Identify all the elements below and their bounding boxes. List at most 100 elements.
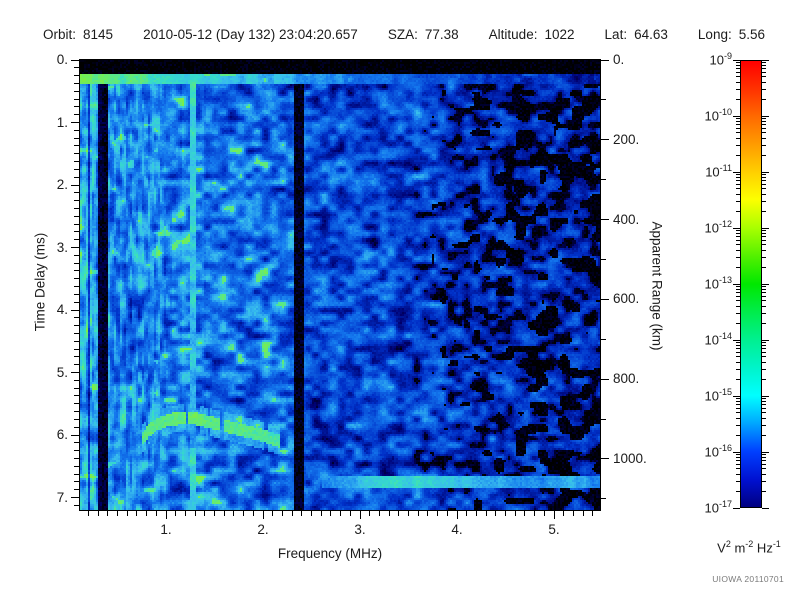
colorbar-minor-tick xyxy=(762,127,766,129)
colorbar-minor-tick xyxy=(762,120,766,122)
right-axis-tick-label: 0. xyxy=(613,52,625,67)
colorbar-minor-tick xyxy=(762,295,766,297)
colorbar-tick-label: 10-9 xyxy=(709,51,732,68)
colorbar-major-tick xyxy=(762,283,769,285)
colorbar-minor-tick xyxy=(762,183,766,185)
right-axis-major-tick xyxy=(601,59,609,61)
colorbar-minor-tick xyxy=(762,144,766,146)
left-axis-minor-tick xyxy=(74,192,79,194)
x-axis-minor-tick xyxy=(514,511,516,516)
x-axis-minor-tick xyxy=(582,511,584,516)
colorbar-minor-tick xyxy=(762,460,766,462)
colorbar-minor-tick xyxy=(762,424,766,426)
colorbar-minor-tick xyxy=(762,236,766,238)
orbit-label: Orbit: xyxy=(43,27,77,42)
x-axis-minor-tick xyxy=(485,511,487,516)
colorbar-minor-tick xyxy=(762,200,766,202)
left-axis-minor-tick xyxy=(74,239,79,241)
unit-exponent: -2 xyxy=(745,539,754,549)
x-axis-minor-tick xyxy=(408,511,410,516)
colorbar-minor-tick xyxy=(762,351,766,353)
right-axis-minor-tick xyxy=(601,258,606,260)
colorbar-minor-tick xyxy=(762,239,766,241)
left-axis-minor-tick xyxy=(74,379,79,381)
right-axis-tick-label: 800. xyxy=(613,371,640,387)
left-axis-major-tick xyxy=(71,184,79,186)
altitude-value: 1022 xyxy=(544,27,575,42)
header-field-altitude: Altitude: 1022 xyxy=(489,27,575,42)
left-axis-major-tick xyxy=(71,59,79,61)
colorbar-minor-tick xyxy=(762,137,766,139)
x-axis-minor-tick xyxy=(437,511,439,516)
colorbar-minor-tick xyxy=(762,356,766,358)
header-field-lat: Lat: 64.63 xyxy=(605,27,668,42)
colorbar-minor-tick xyxy=(762,244,766,246)
colorbar-tick-label: 10-11 xyxy=(705,163,732,180)
header-metadata: Orbit: 8145 2010-05-12 (Day 132) 23:04:20… xyxy=(43,27,765,42)
left-axis-minor-tick xyxy=(74,340,79,342)
colorbar-minor-tick xyxy=(762,193,766,195)
left-axis-minor-tick xyxy=(74,481,79,483)
lat-value: 64.63 xyxy=(634,27,668,42)
colorbar-major-tick xyxy=(762,451,769,453)
sza-value: 77.38 xyxy=(424,27,459,42)
left-axis-minor-tick xyxy=(74,348,79,350)
left-axis-minor-tick xyxy=(74,403,79,405)
spectrogram-canvas xyxy=(80,60,600,510)
left-axis-tick-label: 7. xyxy=(56,489,68,505)
header-field-long: Long: 5.56 xyxy=(698,27,765,42)
colorbar-minor-tick xyxy=(762,400,766,402)
right-axis-tick-label: 200. xyxy=(613,131,640,147)
x-axis-minor-tick xyxy=(243,511,245,516)
right-axis-major-tick xyxy=(601,139,609,141)
right-axis-major-tick xyxy=(601,219,609,221)
left-axis-minor-tick xyxy=(74,75,79,77)
left-axis-minor-tick xyxy=(74,82,79,84)
colorbar-minor-tick xyxy=(762,154,766,156)
colorbar-exponent: -15 xyxy=(718,387,732,397)
colorbar-major-tick xyxy=(733,507,740,509)
colorbar-exponent: -17 xyxy=(718,499,732,509)
colorbar-exponent: -14 xyxy=(718,331,732,341)
unit-exponent: 2 xyxy=(725,539,731,549)
colorbar-major-tick xyxy=(762,115,769,117)
colorbar-tick-label: 10-14 xyxy=(704,331,732,348)
left-axis-tick-label: 5. xyxy=(56,364,68,380)
x-axis-minor-tick xyxy=(369,511,371,516)
colorbar-minor-tick xyxy=(762,344,766,346)
x-axis-minor-tick xyxy=(175,511,177,516)
colorbar-unit-label: V2 m-2 Hz-1 xyxy=(717,539,781,556)
sza-label: SZA: xyxy=(387,27,418,42)
colorbar-major-tick xyxy=(733,115,740,117)
colorbar-exponent: -11 xyxy=(719,163,732,173)
x-axis-minor-tick xyxy=(572,511,574,516)
x-axis-minor-tick xyxy=(155,511,157,516)
colorbar-major-tick xyxy=(733,59,740,61)
x-axis-minor-tick xyxy=(320,511,322,516)
left-axis-minor-tick xyxy=(74,231,79,233)
colorbar-major-tick xyxy=(733,227,740,229)
x-axis-minor-tick xyxy=(330,511,332,516)
left-axis-minor-tick xyxy=(74,293,79,295)
x-axis-minor-tick xyxy=(97,511,99,516)
left-axis-major-tick xyxy=(71,497,79,498)
colorbar-major-tick xyxy=(762,171,769,173)
x-axis-minor-tick xyxy=(204,511,206,516)
left-axis-minor-tick xyxy=(74,325,79,327)
orbit-value: 8145 xyxy=(83,27,114,42)
header-field-orbit: Orbit: 8145 xyxy=(43,27,113,42)
colorbar-major-tick xyxy=(733,171,740,173)
right-axis-major-tick xyxy=(601,458,609,460)
datetime-value: 2010-05-12 (Day 132) 23:04:20.657 xyxy=(143,27,358,42)
x-axis-minor-tick xyxy=(543,511,545,516)
colorbar-minor-tick xyxy=(762,404,766,406)
x-axis-tick-label: 5. xyxy=(548,522,560,537)
x-axis-tick-label: 2. xyxy=(257,522,269,537)
left-axis-minor-tick xyxy=(74,356,79,358)
colorbar-major-tick xyxy=(733,283,740,285)
x-axis-minor-tick xyxy=(272,511,274,516)
colorbar-tick-label: 10-17 xyxy=(704,499,732,516)
colorbar-minor-tick xyxy=(762,81,766,83)
colorbar-minor-tick xyxy=(762,62,766,64)
x-axis-minor-tick xyxy=(388,511,390,516)
